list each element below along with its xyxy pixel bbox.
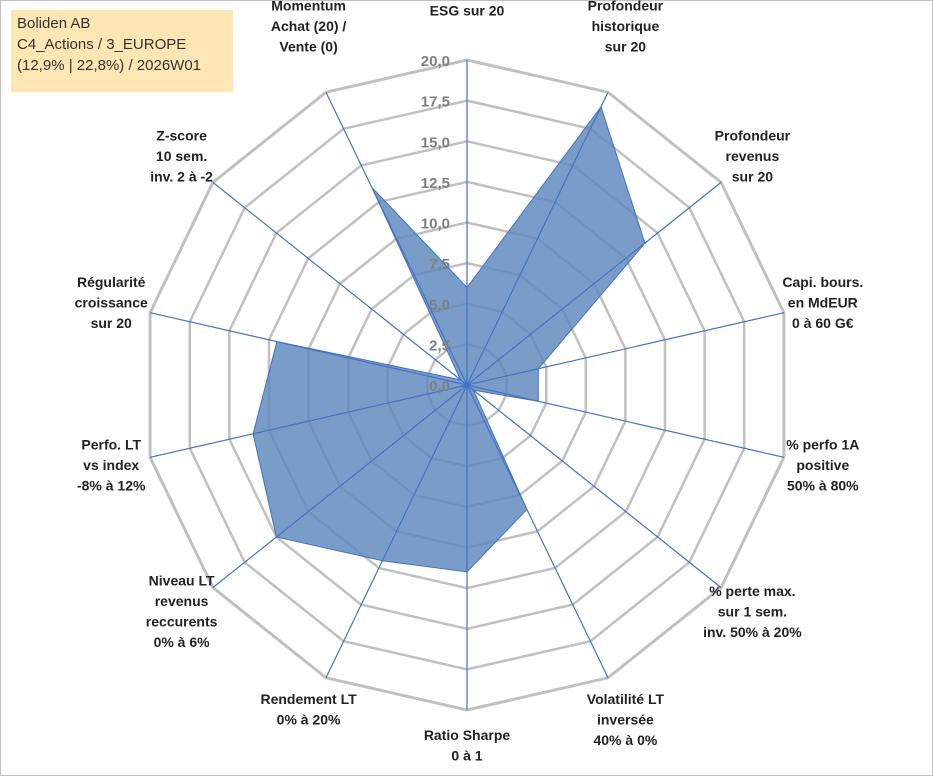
axis-label: Régularité croissance sur 20 (75, 274, 148, 331)
info-box: Boliden AB C4_Actions / 3_EUROPE (12,9% … (11, 10, 233, 92)
axis-spoke (325, 384, 468, 679)
tick-label: 20,0 (421, 53, 450, 70)
axis-label: Profondeur historique sur 20 (588, 0, 664, 55)
axis-label: Ratio Sharpe 0 à 1 (424, 727, 511, 764)
tick-label: 0,0 (429, 378, 450, 395)
axis-label: Momentum Achat (20) / Vente (0) (271, 0, 347, 55)
tick-label: 10,0 (421, 216, 450, 233)
tick-label: 7,5 (429, 256, 450, 273)
axis-spoke (466, 384, 722, 589)
axis-label: Rendement LT 0% à 20% (260, 691, 357, 728)
axis-label: % perte max. sur 1 sem. inv. 50% à 20% (703, 583, 802, 640)
axis-spoke (325, 91, 468, 386)
axis-label: Volatilité LT inversée 40% à 0% (587, 691, 665, 748)
axis-label: Niveau LT revenus reccurents 0% à 6% (146, 573, 218, 651)
axis-spoke (212, 384, 468, 589)
axis-spoke (212, 181, 468, 386)
company-name: Boliden AB (17, 15, 91, 32)
axis-spoke (466, 312, 785, 386)
axis-label: Perfo. LT vs index -8% à 12% (77, 437, 146, 494)
axis-label: Z-score 10 sem. inv. 2 à -2 (150, 128, 213, 185)
tick-label: 5,0 (429, 297, 450, 314)
tick-label: 15,0 (421, 134, 450, 151)
axis-spoke (466, 384, 785, 458)
axis-spoke (466, 91, 609, 386)
axis-spoke (466, 384, 609, 679)
axis-label: NoteESG sur 20 (430, 0, 505, 19)
axis-label: Profondeur revenus sur 20 (715, 128, 791, 185)
axis-label: Capi. bours. en MdEUR 0 à 60 G€ (782, 274, 863, 331)
period-label: (12,9% | 22,8%) / 2026W01 (17, 57, 201, 74)
axis-spoke (466, 181, 722, 386)
category-label: C4_Actions / 3_EUROPE (17, 36, 187, 53)
axis-spoke (149, 312, 468, 386)
tick-label: 17,5 (421, 94, 450, 111)
axis-spoke (149, 384, 468, 458)
tick-label: 12,5 (421, 175, 450, 192)
tick-label: 2,5 (429, 337, 450, 354)
axis-label: % perfo 1A positive 50% à 80% (786, 437, 859, 494)
